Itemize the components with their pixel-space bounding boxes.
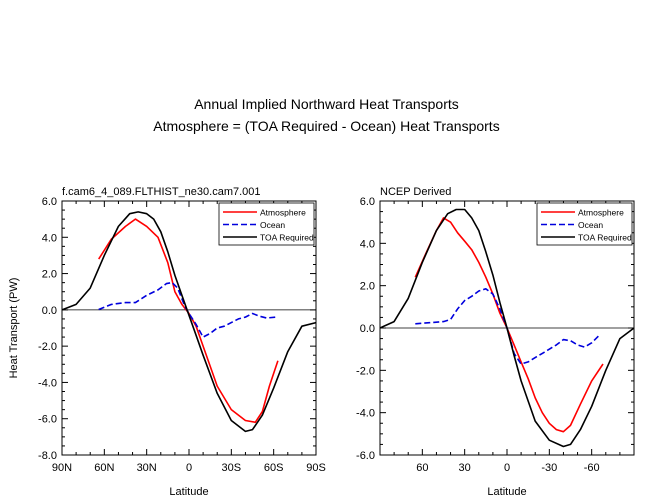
- y-tick-label: -4.0: [356, 408, 375, 420]
- legend-label: Ocean: [260, 220, 285, 230]
- y-tick-label: 6.0: [360, 196, 375, 208]
- right-panel: -6.0 -4.0 -2.0 0.0 2.0 4.0 6.0 60 30 0 -30 -60 NCEP …: [356, 186, 635, 498]
- legend-label: TOA Required: [578, 233, 632, 243]
- y-tick-label: -2.0: [356, 365, 375, 377]
- y-tick-label: -4.0: [38, 377, 57, 389]
- x-tick-label: 60N: [94, 462, 114, 474]
- x-tick-label: 30S: [222, 462, 242, 474]
- y-tick-label: -6.0: [38, 414, 57, 426]
- legend-label: Atmosphere: [578, 208, 624, 218]
- legend-label: Ocean: [578, 220, 603, 230]
- figure-subtitle: Atmosphere = (TOA Required - Ocean) Heat…: [153, 118, 500, 134]
- x-tick-label: 90S: [306, 462, 326, 474]
- left-panel: -8.0 -6.0 -4.0 -2.0 0.0 2.0 4.0 6.0 90N 60N 30N 0 30…: [8, 186, 326, 498]
- y-tick-label: 2.0: [42, 269, 57, 281]
- series-line-toa-required: [61, 211, 317, 433]
- series-line-ocean: [98, 281, 277, 338]
- x-tick-label: 0: [504, 462, 510, 474]
- x-tick-label: 30N: [137, 462, 157, 474]
- series-line-atmosphere: [98, 218, 279, 424]
- x-tick-label: 90N: [52, 462, 72, 474]
- x-axis-label: Latitude: [169, 486, 208, 498]
- x-tick-label: 60: [416, 462, 428, 474]
- panel-title: NCEP Derived: [380, 186, 451, 198]
- y-axis-label: Heat Transport (PW): [8, 278, 20, 379]
- y-tick-label: 0.0: [42, 305, 57, 317]
- y-tick-label: 4.0: [360, 238, 375, 250]
- legend-label: TOA Required: [260, 233, 314, 243]
- x-tick-label: -60: [584, 462, 600, 474]
- y-tick-label: 6.0: [42, 196, 57, 208]
- x-axis-label: Latitude: [487, 486, 526, 498]
- y-tick-label: -2.0: [38, 341, 57, 353]
- legend-label: Atmosphere: [260, 208, 306, 218]
- y-tick-label: -6.0: [356, 450, 375, 462]
- series-line-atmosphere: [414, 217, 604, 433]
- series-line-toa-required: [379, 208, 635, 448]
- x-tick-label: 30: [459, 462, 471, 474]
- y-tick-label: -8.0: [38, 450, 57, 462]
- figure-title: Annual Implied Northward Heat Transports: [194, 96, 459, 112]
- x-tick-label: 60S: [264, 462, 284, 474]
- x-tick-label: 0: [186, 462, 192, 474]
- y-tick-label: 0.0: [360, 323, 375, 335]
- panel-title: f.cam6_4_089.FLTHIST_ne30.cam7.001: [62, 186, 261, 198]
- y-tick-label: 4.0: [42, 232, 57, 244]
- y-tick-label: 2.0: [360, 281, 375, 293]
- series-line-ocean: [415, 287, 601, 365]
- x-tick-label: -30: [541, 462, 557, 474]
